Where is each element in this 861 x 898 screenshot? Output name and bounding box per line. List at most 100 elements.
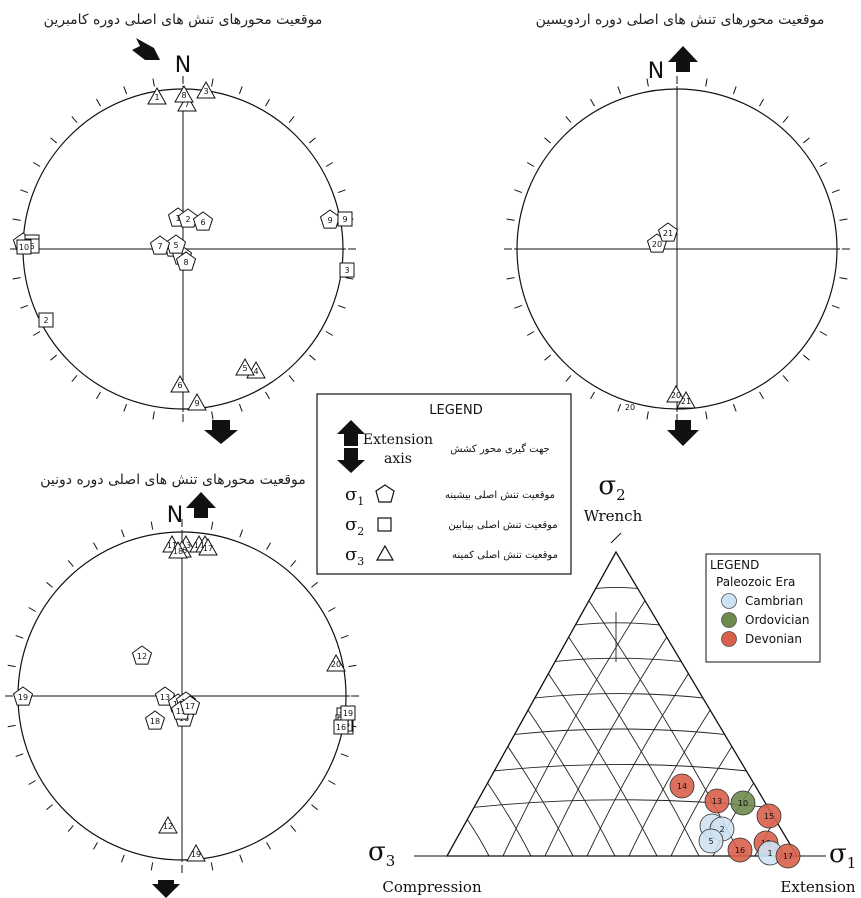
rim-tick xyxy=(309,137,316,144)
rim-tick xyxy=(705,411,708,420)
rim-tick xyxy=(15,634,24,639)
rim-tick xyxy=(340,634,349,639)
ternary-point-label: 2 xyxy=(719,825,724,834)
rim-tick xyxy=(646,411,649,420)
ternary-grid-line xyxy=(494,763,747,772)
ternary-grid-line xyxy=(502,600,646,857)
rim-tick xyxy=(348,664,357,668)
ternary-left-symbol: σ3 xyxy=(368,837,395,870)
sigma2-symbol: 2 xyxy=(38,312,54,328)
triangle-icon xyxy=(235,357,255,376)
rim-tick xyxy=(340,753,349,758)
ternary-point: 10 xyxy=(730,790,756,816)
rim-tick xyxy=(839,277,848,280)
triangle-icon xyxy=(174,84,194,103)
rim-tick xyxy=(839,218,848,221)
sigma3-label: 19 xyxy=(191,850,201,859)
sigma1-label: 17 xyxy=(185,702,195,711)
rim-tick xyxy=(337,189,346,194)
rim-tick xyxy=(210,521,214,530)
stereonet-symbols: 1218131614111517191112131415161911121314… xyxy=(12,534,356,862)
sigma1-label: 8 xyxy=(183,258,188,267)
rim-tick xyxy=(20,304,29,309)
sigma1-symbol: 2 xyxy=(177,208,199,228)
rim-tick xyxy=(96,391,101,400)
stereonet-ordovician-north-label: N xyxy=(648,59,664,84)
square-icon xyxy=(377,517,392,532)
rim-tick xyxy=(617,403,622,412)
ternary-right-label: Extension xyxy=(780,878,856,896)
rim-tick xyxy=(123,86,128,95)
sigma3-symbol: 1 xyxy=(147,86,167,105)
rim-tick xyxy=(238,86,243,95)
ternary-legend-item: Ordovician xyxy=(721,612,809,628)
rim-tick xyxy=(67,825,74,832)
ternary-point-label: 10 xyxy=(738,799,748,808)
stereonet-ordovician: موقعیت محورهای تنش های اصلی دوره اردویسی… xyxy=(504,12,850,446)
legend-swatch-icon xyxy=(721,593,737,609)
sigma3-label: 12 xyxy=(163,822,173,831)
ternary-point-marker xyxy=(669,773,695,799)
rim-tick xyxy=(565,116,572,123)
sigma1-label: 15 xyxy=(176,707,186,716)
ternary-grid-line xyxy=(473,799,769,808)
ternary-grid-line xyxy=(628,709,711,857)
sigma1-label: 19 xyxy=(18,693,28,702)
triangle-icon xyxy=(326,653,346,672)
pentagon-icon xyxy=(177,208,199,228)
ternary-grid-line xyxy=(466,819,490,857)
rim-tick xyxy=(311,581,318,588)
rim-tick xyxy=(120,854,125,863)
triangle-icon xyxy=(170,374,190,393)
ternary-legend-subtitle: Paleozoic Era xyxy=(716,575,795,589)
sigma1-label: 13 xyxy=(160,693,170,702)
ternary-legend-label: Cambrian xyxy=(745,594,803,608)
ternary-point-label: 14 xyxy=(677,782,687,791)
rim-tick xyxy=(71,116,78,123)
ternary-point: 13 xyxy=(704,788,730,814)
rim-tick xyxy=(337,304,346,309)
rim-tick xyxy=(506,277,515,280)
sigma3-symbol: 6 xyxy=(170,374,190,393)
triangle-icon xyxy=(147,86,167,105)
extension-arrow-icon xyxy=(186,492,216,518)
triangle-icon xyxy=(158,815,178,834)
rim-tick xyxy=(526,162,535,167)
pentagon-icon xyxy=(175,251,197,271)
ternary-points: 141310156251816117 xyxy=(669,773,801,869)
rim-tick xyxy=(152,78,155,87)
rim-tick xyxy=(288,375,295,382)
sigma1-label: 1 xyxy=(175,214,180,223)
pentagon-icon xyxy=(144,710,166,730)
extension-arrow-icon xyxy=(132,38,160,60)
rim-tick xyxy=(46,581,53,588)
stereonet-devonian: موقعیت محورهای تنش های اصلی دوره دونین N… xyxy=(5,472,359,898)
sigma1-symbol: 7 xyxy=(149,235,171,255)
rim-tick xyxy=(123,403,128,412)
rim-tick xyxy=(782,116,789,123)
ternary-legend-item: Devonian xyxy=(721,631,802,647)
rim-tick xyxy=(32,331,41,336)
square-icon xyxy=(337,211,353,227)
rim-tick xyxy=(290,560,297,567)
rim-tick xyxy=(239,529,244,538)
sigma3-symbol: 21 xyxy=(676,390,696,409)
pentagon-icon xyxy=(165,234,187,254)
triangle-icon xyxy=(187,392,207,411)
ternary-legend-item: Cambrian xyxy=(721,593,803,609)
legend-sigma2-fa: موقعیت تنش اصلی بینابین xyxy=(448,520,557,531)
sigma3-label: 1 xyxy=(154,93,159,102)
rim-tick xyxy=(705,78,708,87)
sigma1-symbol: 8 xyxy=(175,251,197,271)
ternary-right-symbol: σ1 xyxy=(829,839,856,872)
rim-tick xyxy=(12,277,21,280)
stereonet-ticks xyxy=(5,519,359,873)
pentagon-icon xyxy=(131,645,153,665)
pentagon-icon xyxy=(12,686,34,706)
stereonet-devonian-north-label: N xyxy=(167,503,183,528)
ternary-legend-label: Ordovician xyxy=(745,613,809,627)
rim-tick xyxy=(565,375,572,382)
sigma3-label: 5 xyxy=(242,364,247,373)
rim-tick xyxy=(819,331,828,336)
